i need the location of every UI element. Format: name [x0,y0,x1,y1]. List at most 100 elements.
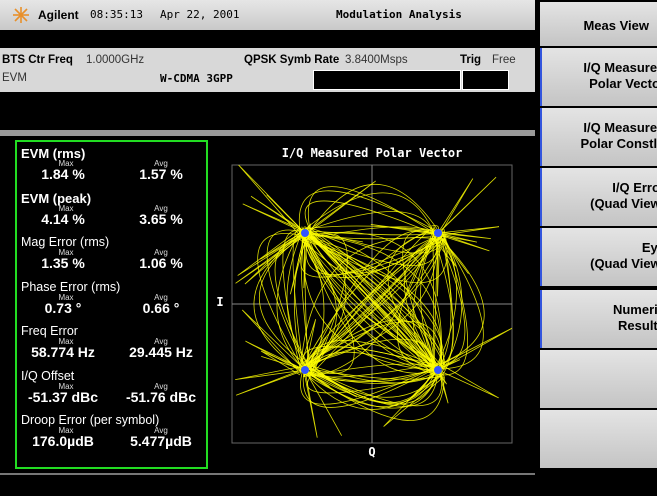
trace [276,228,307,373]
softkey[interactable]: NumericResults [540,290,657,348]
trace [242,203,307,234]
trace [303,228,432,366]
trace [402,230,437,367]
softkey[interactable]: I/Q Error(Quad View) [540,168,657,226]
softkey[interactable]: I/Q Measured Polar Constln [540,108,657,166]
max-value: -51.37 dBc [27,388,99,405]
trace [241,309,306,372]
max-label: Max [58,426,74,435]
max-value: 1.35 % [41,255,85,271]
trace [302,228,440,373]
softkey-title-text: Meas View [583,18,649,33]
avg-value: 3.65 % [139,210,183,227]
max-value: 0.73 ° [44,299,82,316]
trace [238,165,306,236]
softkey-line: Numeric [612,302,657,317]
softkey-text: Eye(Quad View) [590,240,657,272]
avg-value: 5.477µdB [130,433,192,449]
date: Apr 22, 2001 [160,8,240,21]
trace [304,200,440,237]
trace [260,350,306,376]
trace [431,234,485,368]
softkey[interactable] [540,350,657,408]
trace [397,238,437,372]
softkey-line: (Quad View) [590,196,657,211]
trace [404,233,445,368]
trace [303,230,438,366]
trace [299,370,438,409]
metric-label: Mag Error (rms) [21,235,110,249]
max-label: Max [58,337,74,346]
avg-value: -51.76 dBc [125,388,197,405]
trace [432,231,468,376]
trace [432,232,457,267]
trace [301,226,443,374]
measurement: EVM [2,72,27,84]
trace [303,225,439,368]
trace [303,367,444,380]
softkey-line: I/Q Measured [583,120,657,135]
trace [302,228,440,371]
trace [437,359,461,371]
softkey[interactable]: Eye(Quad View) [540,228,657,286]
trace [303,230,438,376]
trace [434,176,497,238]
metric: I/Q Offset Max Avg -51.37 dBc -51.76 dBc [21,365,205,409]
metric-label: I/Q Offset [21,368,75,383]
trace [257,233,311,377]
softkey-text: I/Q Error(Quad View) [590,180,657,212]
metric: EVM (peak) Max Avg 4.14 % 3.65 % [21,187,205,231]
trace [420,239,436,366]
status-box [462,70,509,90]
symbol-dot [434,366,442,374]
metric: Droop Error (per symbol) Max Avg 176.0µdB 5.… [21,409,205,453]
avg-value: 1.57 % [139,166,183,182]
avg-label: Avg [154,248,168,257]
trace [309,364,443,384]
avg-label: Avg [154,203,168,213]
softkey[interactable] [540,410,657,468]
trig-label: Trig [460,54,482,66]
ctr-freq: 1.0000GHz [86,54,145,66]
max-label: Max [58,381,74,391]
metric-label: EVM (peak) [21,190,92,206]
traces [235,165,512,438]
trace [304,180,376,236]
trace [302,237,441,368]
trig: Free [492,54,516,66]
trace [437,327,512,371]
max-label: Max [58,292,74,302]
trace [302,366,438,408]
header: Agilent 08:35:13 Apr 22, 2001 Modulation… [0,0,535,30]
metric-label: Freq Error [21,324,78,338]
softkey-line: Eye [641,240,657,255]
max-value: 4.14 % [41,210,85,227]
avg-label: Avg [154,381,168,391]
trace [305,183,438,238]
metric-label: EVM (rms) [21,146,86,161]
trace [293,229,309,370]
trace [302,370,438,405]
trace [237,228,306,276]
trace [245,340,311,376]
divider [0,130,535,136]
softkey-line: Results [618,318,657,333]
y-axis-label: I [216,295,223,309]
avg-label: Avg [154,337,168,346]
trace [301,363,318,438]
trace [430,230,491,240]
metric: Freq Error Max Avg 58.774 Hz 29.445 Hz [21,320,205,364]
symbol-dot [301,366,309,374]
symbol-dot [434,229,442,237]
metric-label: Droop Error (per symbol) [21,413,160,427]
trace [307,233,347,375]
status-line [0,473,535,496]
trace [301,228,435,372]
avg-value: 0.66 ° [142,299,180,316]
softkey-text: I/Q Measured Polar Constln [580,120,657,152]
trace [258,235,306,364]
avg-value: 1.06 % [139,255,183,271]
